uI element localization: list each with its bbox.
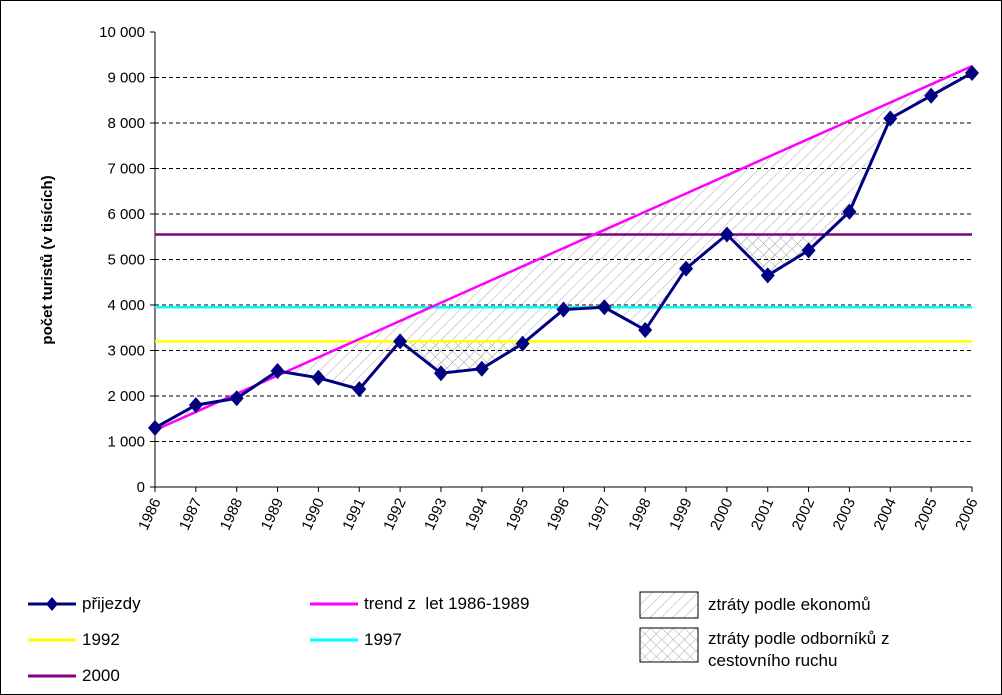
x-tick-label: 1986: [135, 496, 165, 533]
legend-label: trend z let 1986-1989: [364, 594, 530, 613]
marker: [760, 267, 775, 284]
y-tick-label: 9 000: [107, 70, 145, 87]
x-tick-label: 1994: [462, 496, 492, 533]
legend-label: přijezdy: [82, 594, 141, 613]
legend-label: 1992: [82, 630, 120, 649]
x-tick-label: 1989: [258, 496, 288, 533]
legend-swatch: [639, 627, 699, 663]
x-tick-label: 1997: [584, 496, 614, 533]
x-tick-label: 1988: [217, 496, 247, 533]
y-tick-label: 2 000: [107, 388, 145, 405]
marker: [188, 397, 203, 414]
marker: [229, 390, 244, 407]
legend-label: 2000: [82, 666, 120, 685]
marker: [393, 333, 408, 350]
marker: [801, 242, 816, 259]
y-tick-label: 1 000: [107, 434, 145, 451]
legend-label: ztráty podle ekonomů: [708, 595, 871, 614]
x-tick-label: 1995: [503, 496, 533, 533]
y-tick-label: 5 000: [107, 252, 145, 269]
marker: [515, 335, 530, 352]
y-tick-label: 7 000: [107, 161, 145, 178]
x-tick-label: 2000: [707, 496, 737, 533]
x-tick-label: 2006: [952, 496, 982, 533]
marker: [311, 369, 326, 386]
marker: [679, 260, 694, 277]
legend-label: ztráty podle odborníků z cestovního ruch…: [708, 629, 890, 670]
x-tick-label: 1999: [666, 496, 696, 533]
marker: [638, 322, 653, 339]
marker: [924, 87, 939, 104]
x-tick-label: 1992: [380, 496, 410, 533]
x-tick-label: 2001: [748, 496, 778, 533]
marker: [883, 110, 898, 127]
x-tick-label: 2005: [911, 496, 941, 533]
x-tick-label: 2004: [870, 496, 900, 533]
marker: [719, 226, 734, 243]
marker: [474, 360, 489, 377]
series-line: [154, 64, 973, 432]
marker: [842, 203, 857, 220]
x-tick-label: 1996: [544, 496, 574, 533]
x-tick-label: 2002: [789, 496, 819, 533]
marker: [965, 64, 979, 81]
marker: [433, 365, 448, 382]
y-tick-label: 10 000: [99, 24, 145, 41]
y-axis-title: počet turistů (v tisících): [39, 175, 56, 344]
y-tick-label: 8 000: [107, 115, 145, 132]
x-tick-label: 1991: [339, 496, 369, 533]
y-tick-label: 3 000: [107, 343, 145, 360]
x-tick-label: 2003: [830, 496, 860, 533]
legend-label: 1997: [364, 630, 402, 649]
legend-marker: [46, 597, 58, 611]
expert-loss-area: [726, 234, 972, 276]
marker: [270, 362, 285, 379]
marker: [148, 419, 162, 436]
legend-swatch: [639, 591, 699, 619]
x-tick-label: 1993: [421, 496, 451, 533]
marker: [352, 381, 367, 398]
y-tick-label: 6 000: [107, 206, 145, 223]
x-tick-label: 1987: [176, 496, 206, 533]
y-tick-label: 0: [137, 479, 145, 496]
y-tick-label: 4 000: [107, 297, 145, 314]
marker: [597, 299, 612, 316]
x-tick-label: 1998: [625, 496, 655, 533]
x-tick-label: 1990: [299, 496, 329, 533]
marker: [556, 301, 571, 318]
